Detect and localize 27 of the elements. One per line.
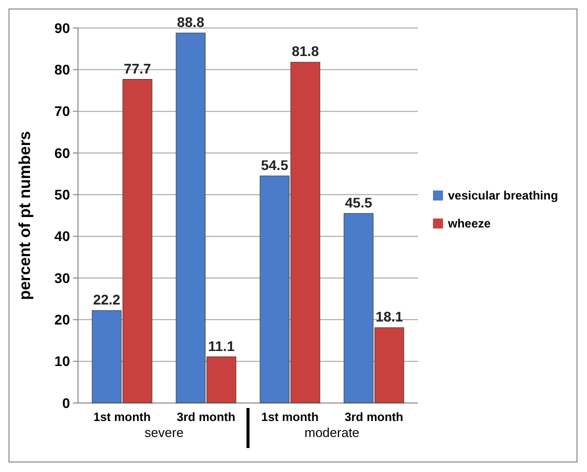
y-tick-label: 20: [54, 312, 70, 328]
x-tick-label: 1st month: [93, 410, 151, 424]
legend-label: wheeze: [447, 216, 492, 231]
x-tick-label: 3rd month: [176, 410, 236, 424]
y-tick-label: 90: [54, 20, 70, 36]
legend-label: vesicular breathing: [448, 188, 558, 203]
data-label: 77.7: [124, 60, 152, 76]
y-tick-label: 60: [54, 144, 70, 161]
data-label: 88.8: [177, 14, 205, 30]
data-label: 81.8: [292, 43, 320, 60]
data-label: 45.5: [344, 194, 372, 210]
x-tick-label: 1st month: [261, 410, 319, 424]
y-tick-label: 70: [54, 103, 70, 120]
text: severe: [144, 425, 184, 440]
y-tick-label: 80: [54, 62, 70, 78]
data-label: 54.5: [260, 156, 288, 173]
y-tick-label: 50: [54, 186, 70, 203]
data-label: 11.1: [208, 338, 235, 354]
text: moderate: [304, 425, 360, 440]
y-tick-label: 10: [54, 353, 70, 370]
y-axis-title: percent of pt numbers: [17, 130, 34, 300]
x-tick-label: 3rd month: [344, 410, 404, 424]
y-tick-label: 30: [54, 270, 70, 286]
y-tick-label: 40: [54, 228, 70, 244]
data-label: 18.1: [376, 308, 404, 325]
y-tick-label: 0: [62, 394, 70, 411]
data-label: 22.2: [93, 292, 121, 308]
